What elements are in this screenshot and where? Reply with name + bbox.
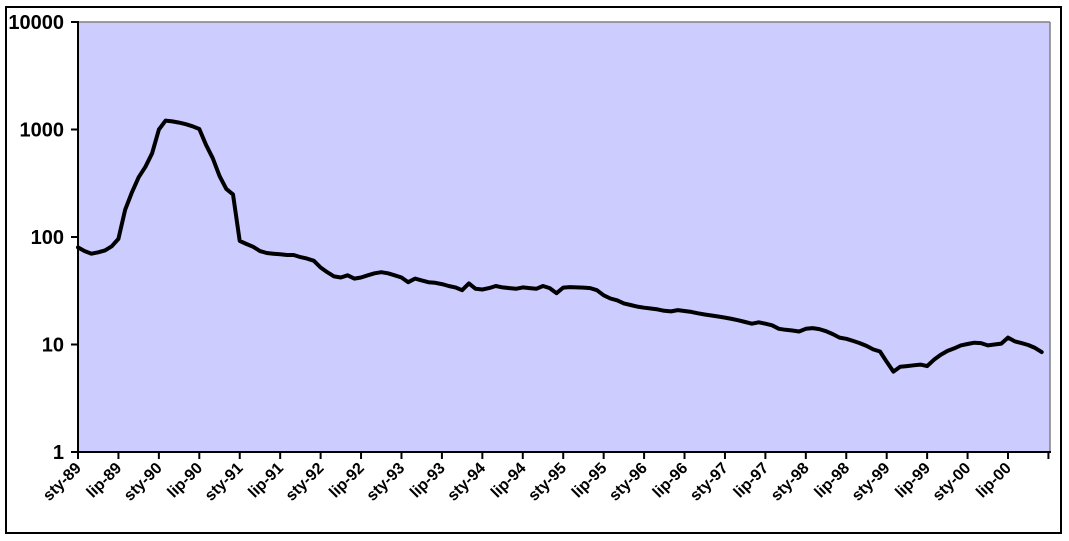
data-line bbox=[76, 118, 1044, 374]
y-axis-tick-label: 100 bbox=[31, 227, 64, 249]
x-axis-tick-label: sty-90 bbox=[121, 460, 166, 505]
x-axis-tick-label: sty-99 bbox=[849, 460, 894, 505]
x-axis-tick-label: lip-93 bbox=[407, 460, 449, 502]
x-axis-tick-label: lip-90 bbox=[165, 460, 207, 502]
x-axis-tick-label: sty-95 bbox=[525, 460, 570, 505]
x-axis-tick-label: lip-00 bbox=[973, 460, 1015, 502]
x-axis-tick-label: lip-99 bbox=[892, 460, 934, 502]
x-axis-tick-label: lip-98 bbox=[812, 460, 854, 502]
y-axis-tick-label: 1000 bbox=[20, 120, 65, 142]
x-axis-tick-label: lip-95 bbox=[569, 460, 611, 502]
x-axis-tick-label: sty-94 bbox=[444, 460, 489, 505]
x-axis-tick-label: lip-92 bbox=[326, 460, 368, 502]
x-axis-tick-label: lip-91 bbox=[245, 460, 287, 502]
y-axis-tick-label: 10 bbox=[42, 335, 64, 357]
x-axis-tick-label: lip-89 bbox=[84, 460, 126, 502]
x-axis-tick-label: lip-96 bbox=[650, 460, 692, 502]
x-axis-tick-label: sty-93 bbox=[364, 460, 409, 505]
y-axis-tick-label: 10000 bbox=[8, 12, 64, 34]
x-axis-tick-label: sty-98 bbox=[768, 460, 813, 505]
chart-outer-frame bbox=[5, 6, 1062, 534]
x-axis-tick-label: sty-92 bbox=[283, 460, 328, 505]
x-axis-tick-label: sty-96 bbox=[606, 460, 651, 505]
x-axis-tick-label: sty-00 bbox=[930, 460, 975, 505]
x-axis-tick-label: lip-97 bbox=[731, 460, 773, 502]
x-axis-tick-label: sty-97 bbox=[687, 460, 732, 505]
plot-area bbox=[79, 22, 1050, 452]
x-axis-tick-label: sty-91 bbox=[202, 460, 247, 505]
y-axis-tick-label: 1 bbox=[53, 442, 64, 464]
x-axis-tick-label: sty-89 bbox=[40, 460, 85, 505]
x-axis-tick-label: lip-94 bbox=[488, 460, 530, 502]
